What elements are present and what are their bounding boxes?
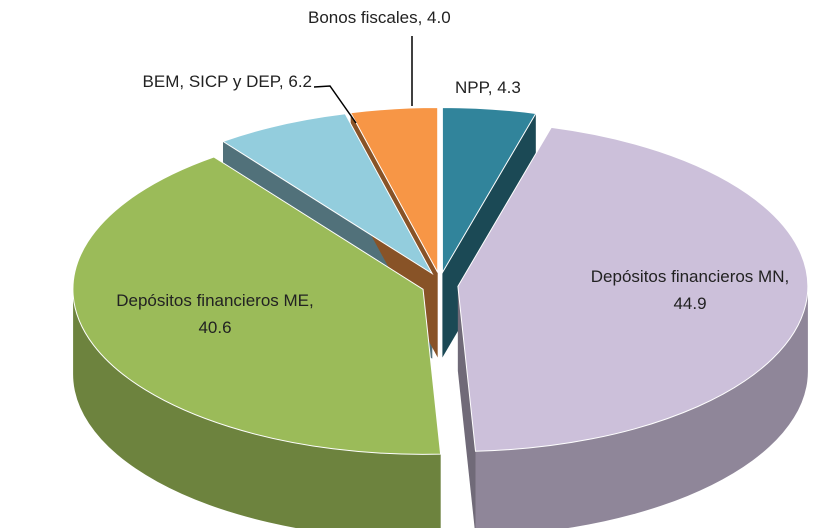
leader-line [313, 85, 357, 124]
slice-face [457, 286, 476, 528]
slice [72, 156, 442, 455]
data-label: Bonos fiscales, 4.0 [308, 8, 451, 27]
slice-side [73, 289, 441, 528]
slice [221, 113, 434, 276]
slice [457, 126, 809, 452]
slice [441, 106, 537, 275]
slices [72, 106, 809, 528]
slice [349, 106, 439, 273]
data-label: BEM, SICP y DEP, 6.2 [142, 72, 312, 91]
data-label: NPP, 4.3 [455, 78, 521, 97]
data-label: Depósitos financieros ME, 40.6 [116, 291, 314, 337]
slice-side [475, 286, 808, 528]
data-label: Depósitos financieros MN, 44.9 [590, 267, 790, 313]
